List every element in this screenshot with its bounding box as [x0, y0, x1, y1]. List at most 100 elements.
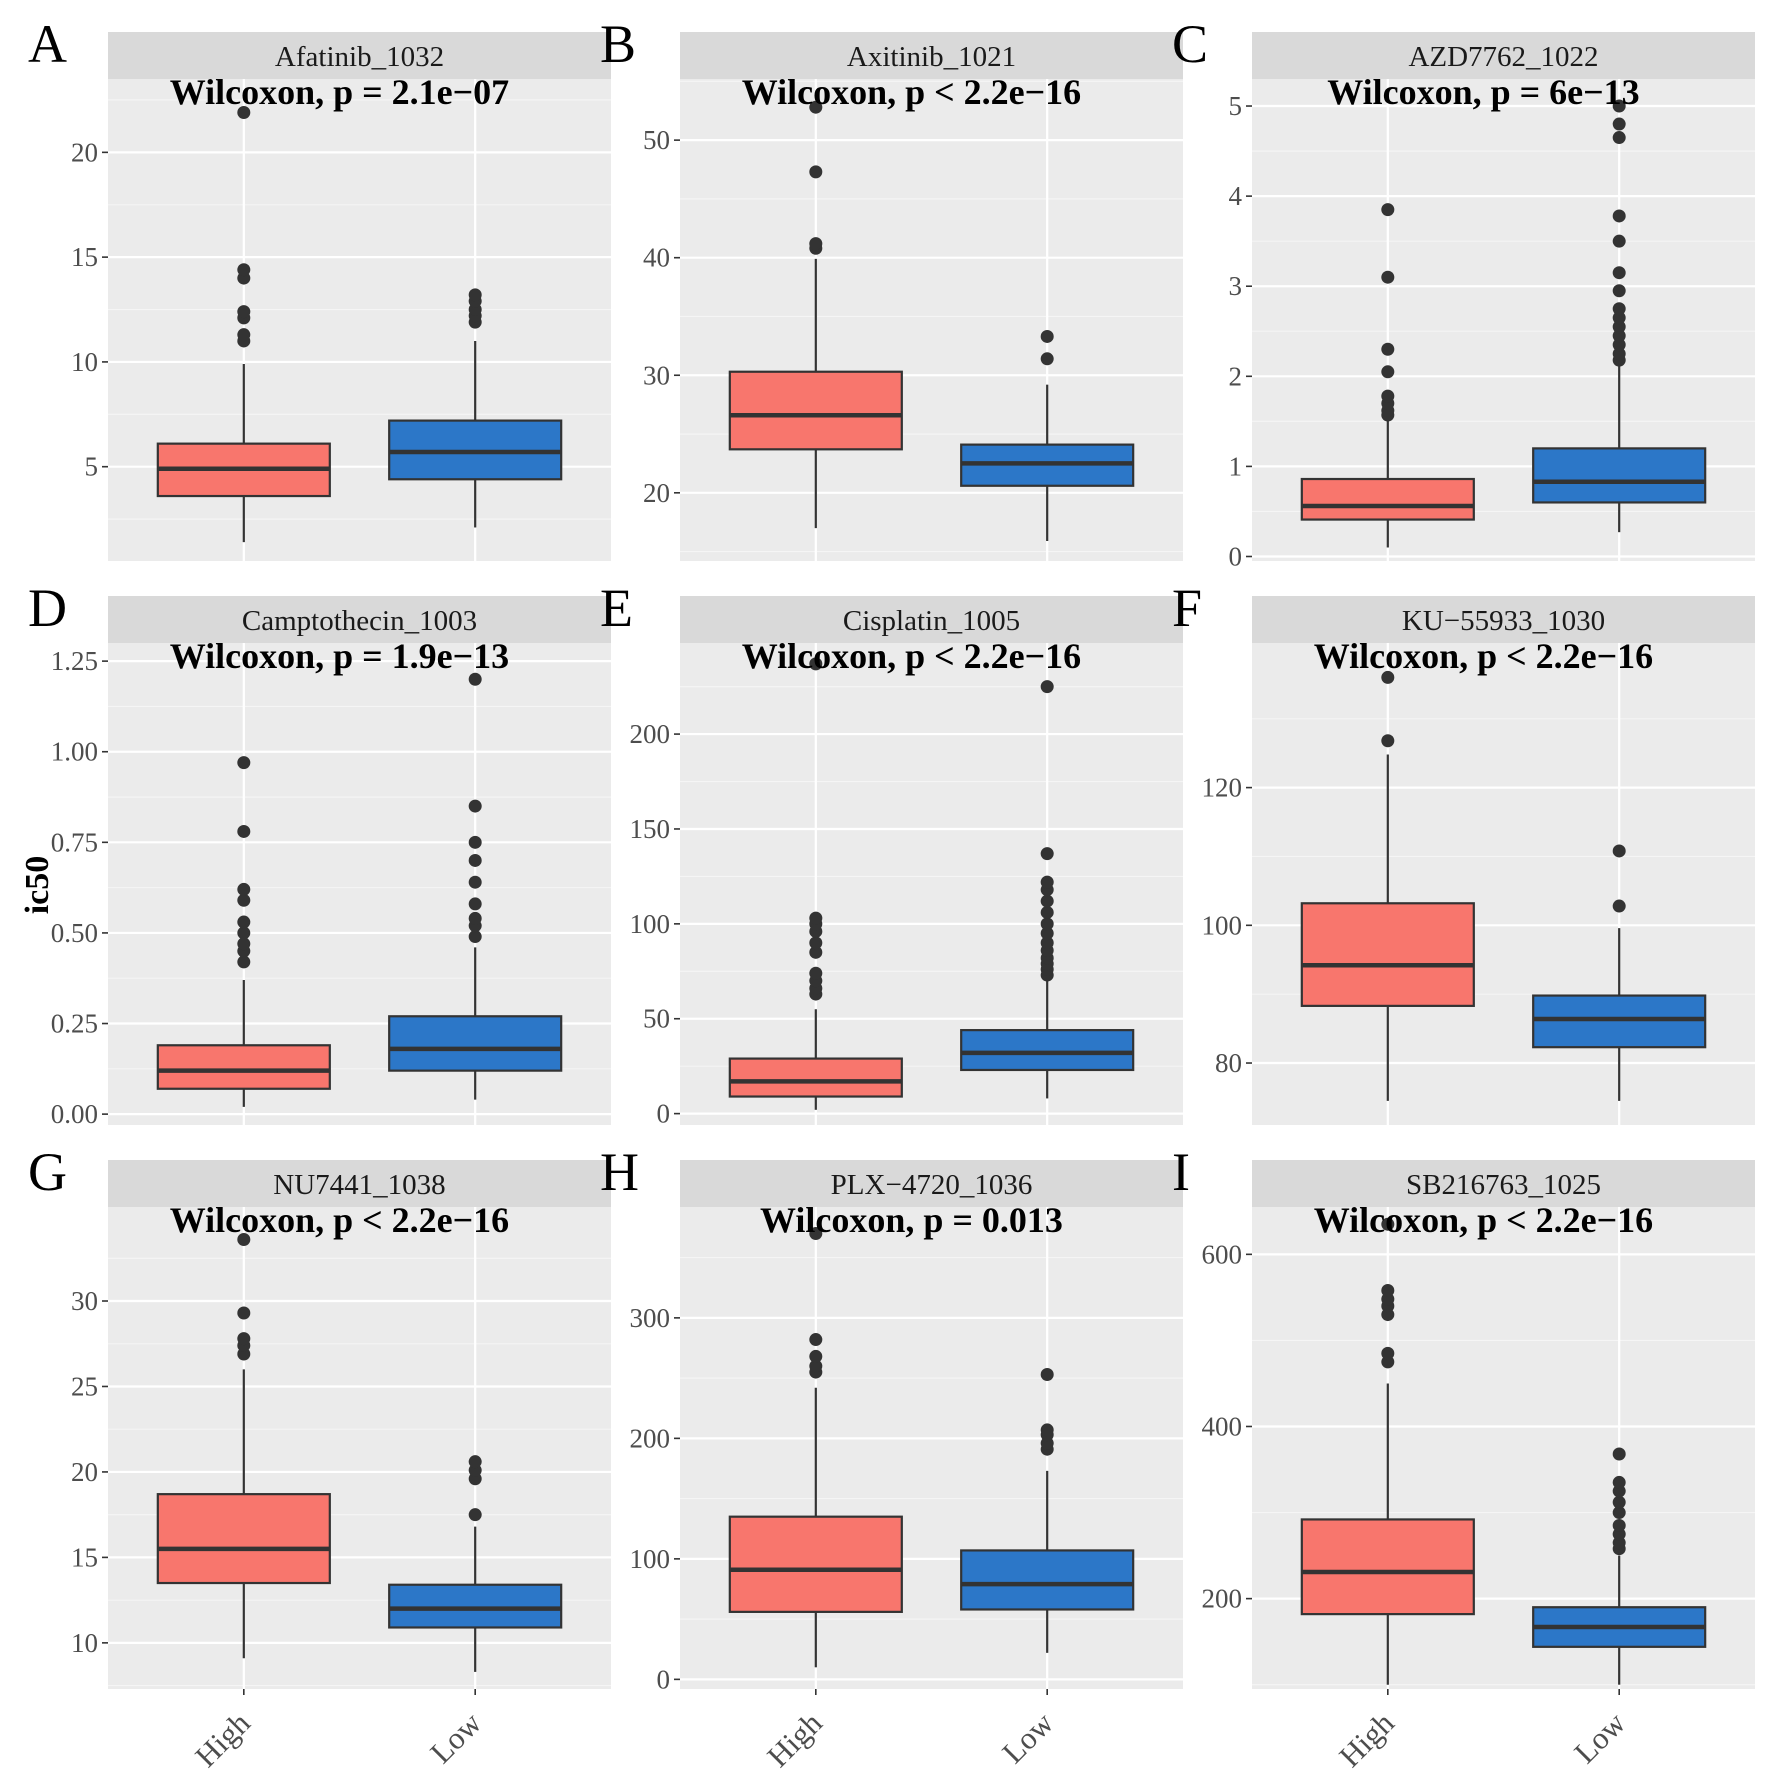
outlier-point	[1040, 352, 1054, 366]
wilcoxon-annotation: Wilcoxon, p < 2.2e−16	[742, 636, 1081, 676]
strip-background	[680, 596, 1183, 643]
outlier-point	[809, 1333, 823, 1347]
outlier-point	[237, 1332, 251, 1346]
y-tick-label: 150	[630, 814, 671, 844]
outlier-point	[1612, 99, 1626, 113]
outlier-point	[1381, 365, 1395, 379]
iqr-box	[1300, 477, 1475, 521]
outlier-point	[237, 915, 251, 929]
strip-background	[108, 1160, 611, 1207]
y-tick-label: 0	[657, 1664, 671, 1694]
y-tick-label: 50	[643, 125, 670, 155]
y-tick-label: 0.75	[51, 827, 98, 857]
x-tick-label: High	[1332, 1705, 1401, 1774]
iqr-box	[1300, 902, 1475, 1007]
outlier-point	[468, 853, 482, 867]
wilcoxon-annotation: Wilcoxon, p = 2.1e−07	[170, 72, 509, 112]
box-high	[728, 657, 903, 1110]
wilcoxon-annotation: Wilcoxon, p = 1.9e−13	[170, 636, 509, 676]
panel-h: H PLX−4720_1036 0 100 200 300 Wilcoxon, p = 0.…	[600, 1142, 1183, 1774]
strip-background	[680, 1160, 1183, 1207]
outlier-point	[468, 875, 482, 889]
strip-background	[108, 32, 611, 79]
panel-letter: A	[28, 14, 67, 74]
outlier-point	[1040, 1367, 1054, 1381]
panel-letter: G	[28, 1142, 67, 1202]
box-high	[156, 106, 331, 543]
iqr-box	[156, 1044, 331, 1090]
y-tick-label: 2	[1229, 361, 1243, 391]
strip-background	[680, 32, 1183, 79]
outlier-point	[237, 824, 251, 838]
outlier-point	[809, 1349, 823, 1363]
box-low	[388, 288, 563, 528]
panel-f: F KU−55933_1030 80 100 120 Wilcoxon, p < 2.2e…	[1172, 578, 1755, 1125]
outlier-point	[1381, 670, 1395, 684]
outlier-point	[1040, 847, 1054, 861]
outlier-point	[1381, 1217, 1395, 1231]
outlier-point	[1381, 1346, 1395, 1360]
outlier-point	[1040, 680, 1054, 694]
y-tick-label: 200	[630, 1423, 671, 1453]
outlier-point	[1040, 329, 1054, 343]
outlier-point	[1612, 1518, 1626, 1532]
y-tick-label: 300	[630, 1303, 671, 1333]
box-low	[960, 329, 1135, 542]
outlier-point	[237, 893, 251, 907]
strip-title: NU7441_1038	[273, 1169, 445, 1201]
outlier-point	[468, 897, 482, 911]
wilcoxon-annotation: Wilcoxon, p < 2.2e−16	[742, 72, 1081, 112]
x-tick-label: High	[188, 1705, 257, 1774]
box-high	[1300, 670, 1475, 1101]
wilcoxon-annotation: Wilcoxon, p < 2.2e−16	[170, 1200, 509, 1240]
y-tick-label: 200	[630, 719, 671, 749]
iqr-box	[1532, 994, 1707, 1049]
y-tick-label: 5	[85, 452, 99, 482]
wilcoxon-annotation: Wilcoxon, p = 6e−13	[1327, 72, 1639, 112]
iqr-box	[1532, 447, 1707, 504]
y-tick-label: 400	[1202, 1411, 1243, 1441]
strip-background	[1252, 596, 1755, 643]
y-tick-label: 25	[71, 1371, 98, 1401]
outlier-point	[468, 911, 482, 925]
box-high	[1300, 1217, 1475, 1685]
outlier-point	[1612, 1506, 1626, 1520]
strip-background	[1252, 1160, 1755, 1207]
plot-background	[680, 1207, 1183, 1689]
y-tick-label: 50	[643, 1004, 670, 1034]
wilcoxon-annotation: Wilcoxon, p < 2.2e−16	[1314, 1200, 1653, 1240]
y-tick-label: 100	[1202, 910, 1243, 940]
y-tick-label: 120	[1202, 773, 1243, 803]
box-high	[1300, 203, 1475, 548]
outlier-point	[1612, 1475, 1626, 1489]
outlier-point	[809, 657, 823, 671]
iqr-box	[1300, 1518, 1475, 1616]
y-tick-label: 30	[71, 1286, 98, 1316]
y-axis-label: ic50	[19, 856, 56, 915]
outlier-point	[1040, 936, 1054, 950]
outlier-point	[1612, 117, 1626, 131]
y-tick-label: 30	[643, 360, 670, 390]
y-tick-label: 600	[1202, 1239, 1243, 1269]
outlier-point	[1612, 338, 1626, 352]
y-tick-label: 1.00	[51, 737, 98, 767]
panel-i: I SB216763_1025 200 400 600 Wilcoxon, p < 2.2…	[1172, 1142, 1755, 1774]
box-low	[1532, 1447, 1707, 1685]
panel-e: E Cisplatin_1005 0 50 100 150 200 Wilcoxon, p <…	[600, 578, 1183, 1129]
box-low	[1532, 99, 1707, 533]
y-tick-label: 10	[71, 347, 98, 377]
panel-letter: C	[1172, 14, 1208, 74]
strip-title: AZD7762_1022	[1408, 41, 1598, 73]
outlier-point	[809, 100, 823, 114]
y-tick-label: 0.00	[51, 1099, 98, 1129]
outlier-point	[1612, 131, 1626, 145]
strip-title: Afatinib_1032	[275, 41, 444, 73]
outlier-point	[1612, 899, 1626, 913]
box-low	[960, 680, 1135, 1099]
strip-title: Camptothecin_1003	[242, 605, 477, 637]
outlier-point	[237, 1232, 251, 1246]
y-tick-label: 0	[1229, 541, 1243, 571]
outlier-point	[1381, 203, 1395, 217]
box-low	[1532, 844, 1707, 1101]
y-tick-label: 15	[71, 1542, 98, 1572]
